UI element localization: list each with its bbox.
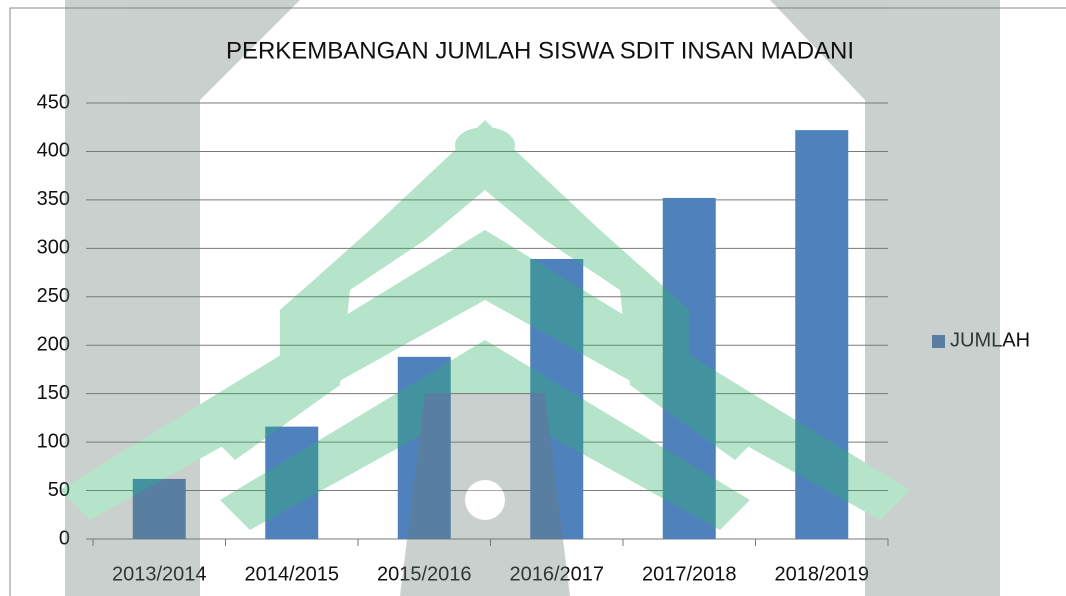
x-tick-label: 2017/2018 [642, 563, 737, 585]
x-tick-label: 2015/2016 [377, 563, 472, 585]
chart-title: PERKEMBANGAN JUMLAH SISWA SDIT INSAN MAD… [226, 37, 854, 64]
y-tick-label: 450 [37, 91, 70, 113]
bar [663, 198, 716, 539]
y-tick-label: 400 [37, 140, 70, 162]
chart: 0 50 100 150 200 250 300 350 400 450 2013/2014 2014… [0, 0, 1066, 596]
x-tick-label: 2016/2017 [509, 563, 604, 585]
legend-swatch [932, 335, 945, 348]
bar [398, 357, 451, 539]
legend-label: JUMLAH [950, 329, 1030, 351]
y-tick-label: 200 [37, 334, 70, 356]
x-tick-label: 2018/2019 [774, 563, 869, 585]
y-tick-label: 0 [59, 527, 70, 549]
bar [133, 479, 186, 539]
y-tick-label: 150 [37, 382, 70, 404]
bar [530, 259, 583, 539]
bar [795, 130, 848, 539]
y-tick-label: 100 [37, 430, 70, 452]
y-tick-label: 350 [37, 188, 70, 210]
x-tick-label: 2013/2014 [112, 563, 207, 585]
bar [265, 427, 318, 539]
y-tick-label: 250 [37, 285, 70, 307]
x-tick-label: 2014/2015 [244, 563, 339, 585]
y-tick-label: 50 [48, 479, 70, 501]
y-tick-label: 300 [37, 237, 70, 259]
